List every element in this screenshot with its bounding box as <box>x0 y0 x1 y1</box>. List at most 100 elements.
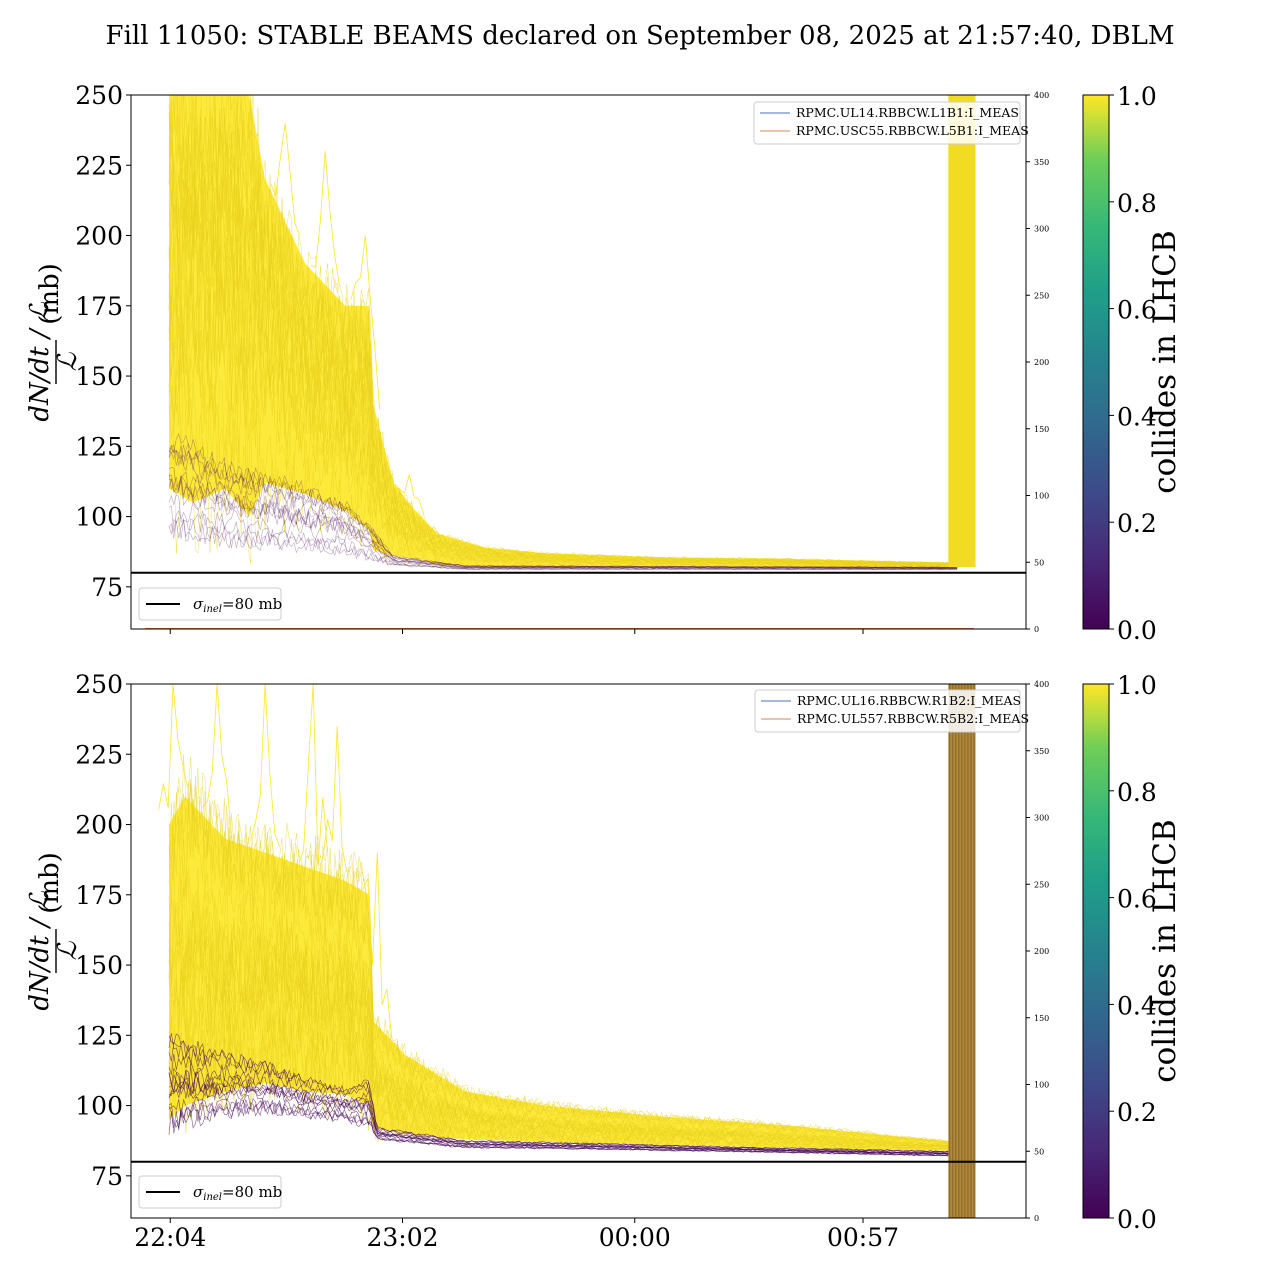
top-collide-trace <box>168 289 958 568</box>
top-outlier-trace <box>270 123 300 236</box>
top-reference-label: σinel=80 mb <box>193 595 282 615</box>
top-noncollide-trace <box>168 494 958 570</box>
top-noncollide-trace <box>168 475 958 569</box>
top-noncollide-trace <box>168 505 958 570</box>
figure-title: Fill 11050: STABLE BEAMS declared on Sep… <box>106 21 1175 51</box>
top-legend-entry-0: RPMC.UL14.RBBCW.L1B1:I_MEAS <box>796 105 1019 120</box>
top-y-axis-label: dN/dt / ℒ ℒ (mb) <box>25 263 83 421</box>
colorbar-top-gradient <box>1082 94 1110 630</box>
bottom-xtick-label: 00:57 <box>827 1223 899 1252</box>
bottom-collide-trace <box>168 922 958 1149</box>
bottom-reference-label: σinel=80 mb <box>193 1183 282 1203</box>
top-y2tick-label: 200 <box>1034 358 1049 367</box>
colorbar-tick-label: 1.0 <box>1117 82 1157 111</box>
top-ylabel-unit: (mb) <box>35 263 65 325</box>
bottom-y2tick-label: 200 <box>1034 947 1049 956</box>
panel-top: 75 100 125 150 175 200 225 250 0 50 100 150 200 250 3… <box>25 81 1049 634</box>
top-noncollide-trace <box>168 444 958 569</box>
top-collide-envelope <box>169 95 958 569</box>
bottom-ytick-label: 75 <box>91 1162 123 1191</box>
top-ytick-label: 150 <box>75 362 123 391</box>
colorbar-tick-label: 0.4 <box>1117 991 1157 1020</box>
top-noncollide-trace <box>168 516 958 571</box>
bottom-y-axis: 75 100 125 150 175 200 225 250 <box>75 670 131 1191</box>
top-secondary-y-axis: 0 50 100 150 200 250 300 350 400 <box>1026 91 1049 634</box>
bottom-ytick-label: 100 <box>75 1092 123 1121</box>
bottom-outlier-trace <box>250 684 280 847</box>
bottom-y2tick-label: 150 <box>1034 1014 1049 1023</box>
bottom-xtick-label: 00:00 <box>599 1223 671 1252</box>
bottom-y2tick-label: 100 <box>1034 1081 1049 1090</box>
bottom-collide-trace <box>168 937 958 1148</box>
top-ylabel-numerator: dN/dt / ℒ <box>25 301 55 422</box>
colorbar-tick-label: 0.6 <box>1117 885 1157 914</box>
top-legend-entry-1: RPMC.USC55.RBBCW.L5B1:I_MEAS <box>796 123 1029 138</box>
bottom-y2tick-label: 250 <box>1034 880 1049 889</box>
top-y2tick-label: 0 <box>1034 625 1039 634</box>
bottom-noncollide-trace <box>168 1032 958 1153</box>
top-outlier-trace <box>350 235 381 410</box>
bottom-ytick-label: 150 <box>75 951 123 980</box>
bottom-ytick-label: 250 <box>75 670 123 699</box>
top-noncollide-trace <box>168 473 958 569</box>
bottom-collide-trace <box>168 878 958 1148</box>
bottom-noncollide-trace <box>168 1077 958 1155</box>
top-x-axis <box>169 629 864 634</box>
top-ytick-label: 200 <box>75 222 123 251</box>
colorbar-top-label: collides in LHCB <box>1147 230 1183 494</box>
top-noncollide-trace <box>168 475 958 569</box>
top-y2tick-label: 300 <box>1034 225 1049 234</box>
bottom-legend-entry-1: RPMC.UL557.RBBCW.R5B2:I_MEAS <box>797 711 1029 726</box>
bottom-outlier-trace <box>362 852 393 1039</box>
colorbar-bottom: 0.0 0.2 0.4 0.6 0.8 1.0 collides in LHCB <box>1082 671 1183 1234</box>
top-ytick-label: 100 <box>75 503 123 532</box>
colorbar-bottom-ticks: 0.0 0.2 0.4 0.6 0.8 1.0 <box>1109 671 1157 1234</box>
bottom-collide-trace <box>168 946 958 1149</box>
colorbar-tick-label: 0.6 <box>1117 296 1157 325</box>
top-ylabel-denominator: ℒ <box>53 351 83 371</box>
top-y2tick-label: 100 <box>1034 492 1049 501</box>
top-noncollide-trace <box>168 442 958 569</box>
bottom-y-axis-label: dN/dt / ℒ ℒ (mb) <box>25 852 83 1010</box>
colorbar-top-ticks: 0.0 0.2 0.4 0.6 0.8 1.0 <box>1109 82 1157 645</box>
top-collide-trace <box>168 437 958 571</box>
top-data-layer <box>131 95 1026 629</box>
bottom-ytick-label: 200 <box>75 811 123 840</box>
panel-bottom: 75 100 125 150 175 200 225 250 0 50 100 150 200 250 3… <box>25 670 1049 1252</box>
bottom-ytick-label: 225 <box>75 740 123 769</box>
bottom-legend-entry-0: RPMC.UL16.RBBCW.R1B2:I_MEAS <box>797 693 1021 708</box>
top-noncollide-trace <box>168 478 958 570</box>
bottom-y2tick-label: 350 <box>1034 747 1049 756</box>
top-noncollide-trace <box>168 433 958 568</box>
top-y2tick-label: 250 <box>1034 291 1049 300</box>
top-series-legend: RPMC.UL14.RBBCW.L1B1:I_MEAS RPMC.USC55.R… <box>753 101 1029 145</box>
top-y2tick-label: 400 <box>1034 91 1049 100</box>
bottom-collide-trace <box>168 767 958 1144</box>
bottom-data-layer <box>131 684 1026 1218</box>
bottom-ytick-label: 125 <box>75 1021 123 1050</box>
top-y2tick-label: 350 <box>1034 158 1049 167</box>
colorbar-tick-label: 0.2 <box>1117 509 1157 538</box>
top-ytick-label: 250 <box>75 81 123 110</box>
top-reference-legend: σinel=80 mb <box>138 587 282 621</box>
colorbar-tick-label: 0.8 <box>1117 778 1157 807</box>
bottom-xtick-label: 23:02 <box>366 1223 438 1252</box>
top-y2tick-label: 50 <box>1034 558 1044 567</box>
bottom-y2tick-label: 0 <box>1034 1214 1039 1223</box>
colorbar-tick-label: 0.2 <box>1117 1098 1157 1127</box>
bottom-ylabel-unit: (mb) <box>35 852 65 914</box>
top-ytick-label: 225 <box>75 151 123 180</box>
bottom-noncollide-trace <box>168 1095 958 1156</box>
colorbar-tick-label: 1.0 <box>1117 671 1157 700</box>
top-noncollide-trace <box>168 518 958 571</box>
top-collide-trace <box>168 100 958 566</box>
bottom-series-legend: RPMC.UL16.RBBCW.R1B2:I_MEAS RPMC.UL557.R… <box>754 689 1029 733</box>
bottom-outlier-trace <box>158 684 188 811</box>
bottom-outlier-trace <box>298 684 328 867</box>
colorbar-bottom-label: collides in LHCB <box>1147 819 1183 1083</box>
top-ytick-label: 75 <box>91 573 123 602</box>
bottom-ylabel-denominator: ℒ <box>53 940 83 960</box>
bottom-ytick-label: 175 <box>75 881 123 910</box>
top-noncollide-trace <box>168 467 958 569</box>
